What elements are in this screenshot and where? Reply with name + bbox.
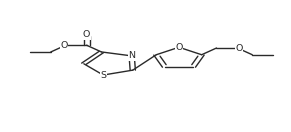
Text: N: N	[128, 51, 135, 60]
Text: O: O	[235, 44, 243, 53]
Text: O: O	[61, 41, 68, 50]
Text: O: O	[83, 30, 90, 39]
Text: O: O	[175, 43, 183, 52]
Text: S: S	[100, 70, 106, 80]
